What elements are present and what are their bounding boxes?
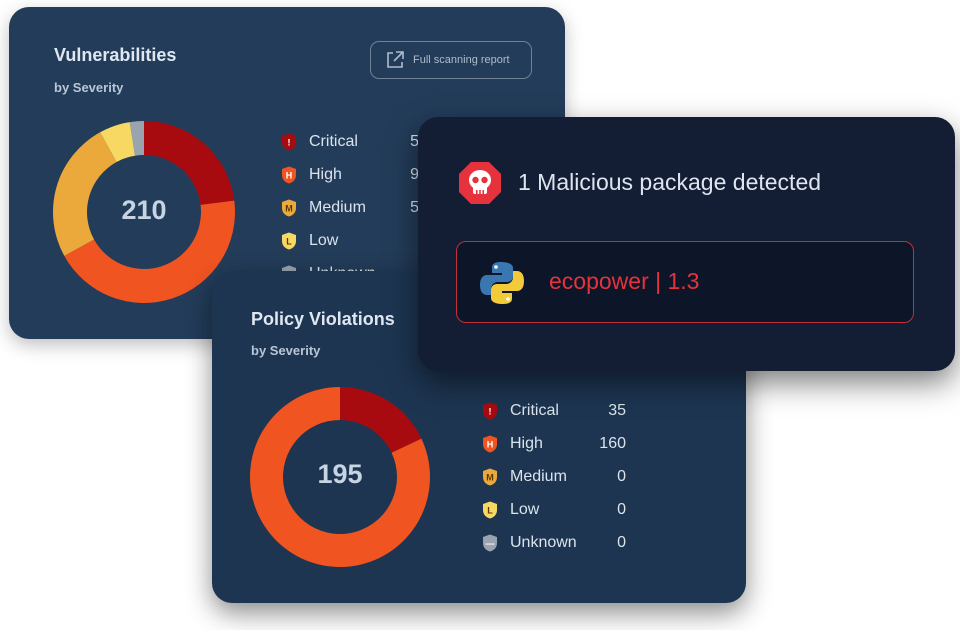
svg-text:!: ! <box>288 138 291 148</box>
legend-label: High <box>309 166 342 183</box>
policy-subtitle: by Severity <box>251 343 321 358</box>
svg-text:L: L <box>286 237 292 247</box>
skull-octagon-icon <box>459 162 501 204</box>
report-button-label: Full scanning report <box>413 54 510 66</box>
severity-shield-icon: — <box>483 534 497 552</box>
vulnerabilities-slice-medium <box>53 132 117 256</box>
vulnerabilities-title: Vulnerabilities <box>54 45 177 65</box>
legend-count: 5 <box>410 133 419 150</box>
legend-row-critical: ! Critical 35 <box>482 400 626 422</box>
legend-count: 0 <box>617 468 626 485</box>
vulnerabilities-slice-unknown <box>129 121 144 156</box>
svg-text:M: M <box>285 204 293 214</box>
malicious-package-name: ecopower | 1.3 <box>549 268 700 294</box>
full-scanning-report-button[interactable]: Full scanning report <box>370 41 532 79</box>
malicious-title: 1 Malicious package detected <box>518 169 822 195</box>
svg-text:!: ! <box>489 407 492 417</box>
vulnerabilities-subtitle: by Severity <box>54 80 124 95</box>
severity-shield-icon: ! <box>282 133 296 151</box>
legend-row-medium: M Medium 5 <box>281 197 419 219</box>
legend-row-high: H High 160 <box>482 433 626 455</box>
severity-shield-icon: ! <box>483 402 497 420</box>
legend-label: Low <box>309 232 339 249</box>
legend-count: 9 <box>410 166 419 183</box>
legend-label: Medium <box>309 199 366 216</box>
legend-label: Medium <box>510 468 567 485</box>
legend-row-critical: ! Critical 5 <box>281 131 419 153</box>
legend-count: 160 <box>599 435 626 452</box>
severity-shield-icon: M <box>483 468 497 486</box>
policy-title: Policy Violations <box>251 309 395 329</box>
legend-row-low: L Low 0 <box>482 499 626 521</box>
legend-label: High <box>510 435 543 452</box>
severity-shield-icon: M <box>282 199 296 217</box>
svg-text:H: H <box>487 440 494 450</box>
policy-total: 195 <box>317 459 363 489</box>
legend-label: Critical <box>309 133 358 150</box>
legend-count: 5 <box>410 199 419 216</box>
python-logo-icon <box>480 262 524 304</box>
legend-count: 0 <box>617 501 626 518</box>
vulnerabilities-slice-critical <box>144 121 235 205</box>
legend-label: Low <box>510 501 540 518</box>
malicious-package-card: 1 Malicious package detected ecopower | … <box>418 117 955 371</box>
external-link-icon <box>387 51 404 68</box>
legend-row-unknown: — Unknown 0 <box>482 532 626 554</box>
policy-slice-high <box>250 387 430 567</box>
malicious-package-item[interactable]: ecopower | 1.3 <box>456 241 914 323</box>
severity-shield-icon: L <box>483 501 497 519</box>
legend-label: Critical <box>510 402 559 419</box>
policy-donut-chart <box>250 387 430 567</box>
severity-shield-icon: H <box>483 435 497 453</box>
svg-text:H: H <box>286 171 293 181</box>
severity-shield-icon: H <box>282 166 296 184</box>
vulnerabilities-donut-chart <box>53 121 235 303</box>
legend-label: Unknown <box>510 534 577 551</box>
svg-text:L: L <box>487 506 493 516</box>
policy-violations-card: Policy Violations by Severity 195 ! Crit… <box>212 271 746 603</box>
severity-shield-icon: L <box>282 232 296 250</box>
legend-row-high: H High 9 <box>281 164 419 186</box>
legend-row-medium: M Medium 0 <box>482 466 626 488</box>
policy-slice-critical <box>340 387 422 453</box>
vulnerabilities-slice-high <box>64 200 235 303</box>
svg-text:M: M <box>486 473 494 483</box>
legend-row-low: L Low <box>281 230 419 252</box>
vulnerabilities-slice-low <box>100 122 136 163</box>
svg-text:—: — <box>486 539 495 549</box>
vulnerabilities-total: 210 <box>121 195 167 225</box>
legend-count: 35 <box>608 402 626 419</box>
legend-count: 0 <box>617 534 626 551</box>
